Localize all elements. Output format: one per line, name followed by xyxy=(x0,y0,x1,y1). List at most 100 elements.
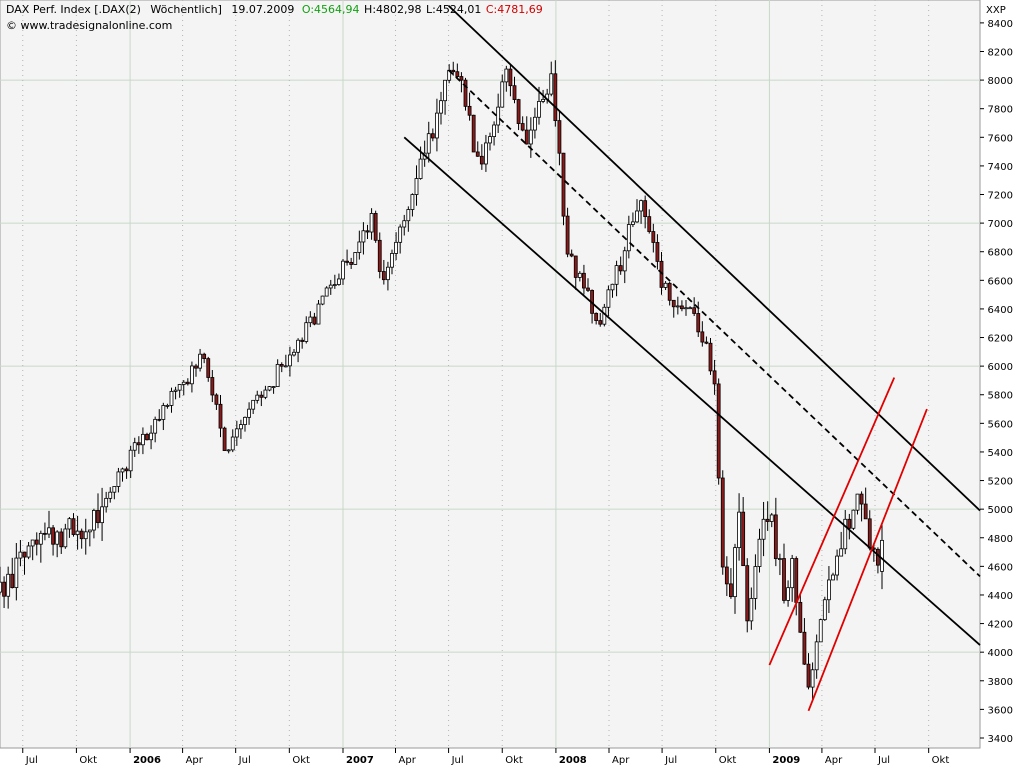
x-tick-label: 2008 xyxy=(559,755,587,766)
candle xyxy=(341,259,345,285)
candle xyxy=(880,522,884,590)
candle xyxy=(349,257,354,269)
candle-body xyxy=(635,210,639,223)
candle-body xyxy=(867,518,872,549)
candle xyxy=(839,531,844,557)
y-tick-label: 8400 xyxy=(988,19,1013,30)
candle-body xyxy=(610,283,615,291)
y-tick-label: 5600 xyxy=(988,419,1013,430)
candle xyxy=(67,517,72,538)
candle xyxy=(377,232,382,279)
candle xyxy=(251,399,256,414)
candle xyxy=(312,312,317,326)
candle xyxy=(594,312,599,325)
x-tick-label: Okt xyxy=(932,755,950,766)
candle xyxy=(92,508,96,539)
candle xyxy=(198,348,202,372)
candle xyxy=(716,378,721,485)
header-low-label: L: xyxy=(426,3,436,16)
candle-body xyxy=(234,428,239,438)
candle-body xyxy=(328,284,333,289)
candle xyxy=(63,523,68,549)
candle xyxy=(765,501,770,531)
candle xyxy=(288,346,292,377)
candle xyxy=(851,509,856,531)
chart-header: DAX Perf. Index [.DAX(2) Wöchentlich] 19… xyxy=(6,3,543,32)
candle-body xyxy=(124,468,129,472)
header-date: 19.07.2009 xyxy=(231,3,294,16)
candle xyxy=(524,116,529,145)
candle xyxy=(320,295,325,306)
candle xyxy=(328,279,333,295)
candle xyxy=(606,285,611,317)
candle-body xyxy=(214,394,219,405)
candle-body xyxy=(524,129,529,145)
candle-body xyxy=(475,151,480,157)
candle xyxy=(573,255,578,290)
candle-body xyxy=(349,261,354,265)
candle-body xyxy=(594,312,599,321)
candle xyxy=(655,234,660,270)
candle-body xyxy=(757,538,762,567)
red-channel-upper xyxy=(768,377,896,666)
candle xyxy=(169,387,174,413)
candle xyxy=(516,98,521,131)
candle xyxy=(402,214,407,236)
candle-body xyxy=(880,539,884,572)
black-channel-upper xyxy=(447,5,981,512)
x-tick-label: Jul xyxy=(451,755,464,766)
candle xyxy=(753,554,758,610)
candle-body xyxy=(181,381,186,385)
candle xyxy=(680,300,684,312)
candle xyxy=(561,152,566,226)
candle-body xyxy=(230,436,235,451)
candle-body xyxy=(177,384,182,391)
candle xyxy=(26,542,31,560)
candle-body xyxy=(194,365,198,369)
candle-body xyxy=(259,394,264,398)
candle xyxy=(83,518,88,555)
candle-body xyxy=(161,405,166,420)
x-tick-label: Jul xyxy=(238,755,251,766)
candle-body xyxy=(63,528,68,548)
y-tick-label: 8000 xyxy=(988,76,1013,87)
candle-body xyxy=(369,213,374,233)
candle xyxy=(390,249,394,275)
candle-body xyxy=(827,579,831,601)
candle xyxy=(745,558,750,633)
candle-body xyxy=(414,178,419,195)
candle xyxy=(508,65,513,97)
candle xyxy=(631,212,635,228)
candle xyxy=(14,543,19,601)
candle xyxy=(786,580,790,607)
candle-body xyxy=(463,79,468,107)
candle-body xyxy=(410,194,415,210)
candle-body xyxy=(541,98,545,102)
candle xyxy=(622,246,627,284)
candle xyxy=(43,522,47,541)
candle-body xyxy=(51,527,55,545)
y-tick-label: 5000 xyxy=(988,505,1013,516)
candle xyxy=(332,274,337,289)
candle-body xyxy=(10,573,15,589)
candle xyxy=(304,316,309,344)
candle xyxy=(161,402,166,431)
candle-body xyxy=(435,112,439,139)
header-period: Wöchentlich] xyxy=(150,3,221,16)
candle-body xyxy=(430,133,435,139)
candle xyxy=(773,497,778,567)
candle xyxy=(810,662,815,701)
candle-body xyxy=(357,241,362,253)
candle xyxy=(394,232,398,261)
candle xyxy=(618,256,623,275)
candle-body xyxy=(582,272,586,289)
candle xyxy=(79,528,84,549)
candle-body xyxy=(345,260,349,263)
candle xyxy=(700,321,705,347)
candle-body xyxy=(96,510,100,524)
candle-body xyxy=(439,100,443,114)
candle xyxy=(610,283,615,298)
candle-body xyxy=(190,365,194,385)
candle xyxy=(569,249,574,258)
